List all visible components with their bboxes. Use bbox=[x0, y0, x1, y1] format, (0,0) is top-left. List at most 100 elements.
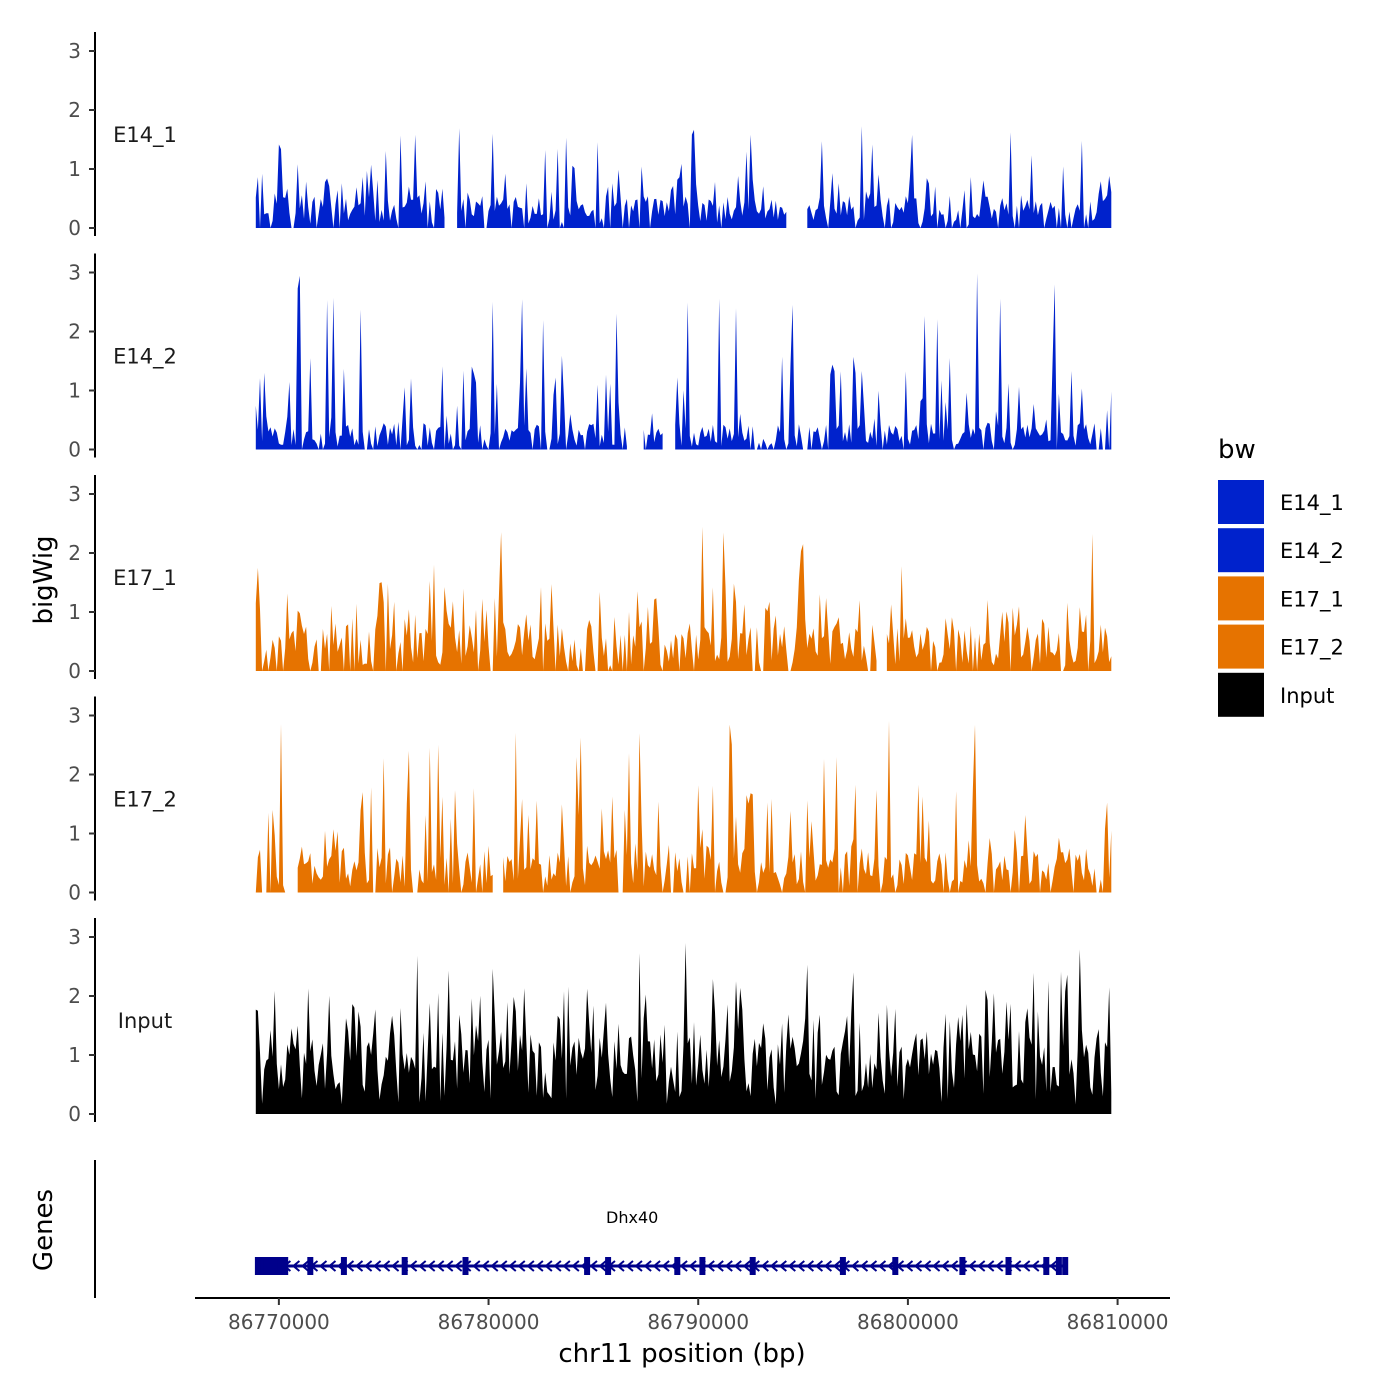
y-tick-label: 2 bbox=[68, 763, 81, 787]
y-tick-label: 2 bbox=[68, 984, 81, 1008]
strand-arrow bbox=[706, 1260, 715, 1272]
strand-arrow bbox=[291, 1260, 301, 1272]
strand-arrow bbox=[823, 1260, 833, 1272]
x-tick-label: 86770000 bbox=[228, 1310, 330, 1334]
strand-arrow bbox=[986, 1260, 995, 1272]
strand-arrow bbox=[454, 1260, 463, 1272]
legend-key-E14_1 bbox=[1218, 480, 1264, 524]
track-label-E17_1: E17_1 bbox=[113, 566, 177, 591]
gene-exon bbox=[699, 1257, 706, 1275]
gene-exon bbox=[892, 1257, 899, 1275]
gene-exon bbox=[401, 1257, 408, 1275]
y-tick-label: 0 bbox=[68, 881, 81, 905]
gene-exon bbox=[959, 1257, 966, 1275]
signal-area-Input bbox=[255, 943, 1112, 1114]
legend-key-E17_2 bbox=[1218, 624, 1264, 669]
strand-arrow bbox=[354, 1260, 364, 1272]
gene-exon bbox=[839, 1257, 846, 1275]
strand-arrow bbox=[526, 1260, 535, 1272]
strand-arrow bbox=[913, 1260, 923, 1272]
strand-arrow bbox=[661, 1260, 670, 1272]
strand-arrow bbox=[932, 1260, 941, 1272]
strand-arrow bbox=[318, 1260, 328, 1272]
strand-arrow bbox=[814, 1260, 824, 1272]
track-label-E17_2: E17_2 bbox=[113, 788, 177, 813]
legend-label-E17_2: E17_2 bbox=[1280, 636, 1344, 661]
strand-arrow bbox=[832, 1260, 842, 1272]
y-tick-label: 1 bbox=[68, 822, 81, 846]
strand-arrow bbox=[742, 1260, 751, 1272]
legend-key-Input bbox=[1218, 672, 1264, 717]
track-Input: 0 1 2 3 Input bbox=[68, 918, 1112, 1126]
gene-exon bbox=[254, 1257, 261, 1275]
strand-arrow bbox=[643, 1260, 652, 1272]
signal-area-E14_2 bbox=[255, 273, 1112, 450]
legend-label-E14_1: E14_1 bbox=[1280, 491, 1344, 516]
y-tick-label: 0 bbox=[68, 659, 81, 683]
y-tick-label: 3 bbox=[68, 704, 81, 728]
strand-arrow bbox=[436, 1260, 445, 1272]
strand-arrow bbox=[535, 1260, 544, 1272]
strand-arrow bbox=[977, 1260, 986, 1272]
y-tick-label: 3 bbox=[68, 925, 81, 949]
track-E14_2: 0 1 2 3 E14_2 bbox=[68, 253, 1112, 462]
strand-arrow bbox=[868, 1260, 878, 1272]
track-label-E14_1: E14_1 bbox=[113, 123, 177, 148]
strand-arrow bbox=[562, 1260, 571, 1272]
x-axis-title: chr11 position (bp) bbox=[558, 1339, 805, 1369]
strand-arrow bbox=[499, 1260, 508, 1272]
strand-arrow bbox=[427, 1260, 436, 1272]
strand-arrow bbox=[1031, 1260, 1040, 1272]
strand-arrow bbox=[760, 1260, 769, 1272]
strand-arrow bbox=[859, 1260, 869, 1272]
strand-arrow bbox=[382, 1260, 391, 1272]
strand-arrow bbox=[364, 1260, 373, 1272]
y-tick-label: 1 bbox=[68, 600, 81, 624]
y-tick-label: 1 bbox=[68, 157, 81, 181]
y-tick-label: 2 bbox=[68, 541, 81, 565]
gene-exon bbox=[749, 1257, 756, 1275]
strand-arrow bbox=[724, 1260, 733, 1272]
strand-arrow bbox=[769, 1260, 778, 1272]
track-label-E14_2: E14_2 bbox=[113, 345, 177, 370]
x-tick-label: 86790000 bbox=[647, 1310, 749, 1334]
y-tick-label: 1 bbox=[68, 1043, 81, 1067]
signal-area-E17_2 bbox=[255, 720, 1112, 893]
x-tick-label: 86810000 bbox=[1067, 1310, 1169, 1334]
strand-arrow bbox=[634, 1260, 643, 1272]
track-label-Input: Input bbox=[118, 1009, 172, 1033]
strand-arrow bbox=[877, 1260, 887, 1272]
strand-arrow bbox=[850, 1260, 860, 1272]
y-axis-title: bigWig bbox=[29, 535, 59, 624]
strand-arrow bbox=[598, 1260, 607, 1272]
gene-exon bbox=[1055, 1257, 1062, 1275]
legend-key-E17_1 bbox=[1218, 576, 1264, 621]
gene-exon bbox=[271, 1257, 278, 1275]
strand-arrow bbox=[373, 1260, 382, 1272]
strand-arrow bbox=[490, 1260, 499, 1272]
y-tick-label: 3 bbox=[68, 261, 81, 285]
strand-arrow bbox=[517, 1260, 526, 1272]
y-tick-label: 2 bbox=[68, 320, 81, 344]
gene-exon bbox=[1043, 1257, 1050, 1275]
strand-arrow bbox=[445, 1260, 454, 1272]
strand-arrow bbox=[950, 1260, 959, 1272]
strand-arrow bbox=[995, 1260, 1004, 1272]
signal-area-E17_1 bbox=[255, 526, 1112, 671]
strand-arrow bbox=[481, 1260, 490, 1272]
gene-exon bbox=[674, 1257, 681, 1275]
track-E14_1: 0 1 2 3 E14_1 bbox=[68, 32, 1112, 240]
strand-arrow bbox=[327, 1260, 337, 1272]
y-tick-label: 3 bbox=[68, 39, 81, 63]
strand-arrow bbox=[796, 1260, 805, 1272]
strand-arrow bbox=[409, 1260, 418, 1272]
gene-exon bbox=[584, 1257, 591, 1275]
strand-arrow bbox=[923, 1260, 932, 1272]
x-axis: 86770000 86780000 86790000 86800000 86810000 bbox=[195, 1297, 1170, 1334]
strand-arrow bbox=[715, 1260, 724, 1272]
legend-label-E14_2: E14_2 bbox=[1280, 539, 1344, 564]
strand-arrow bbox=[391, 1260, 400, 1272]
strand-arrow bbox=[589, 1260, 598, 1272]
strand-arrow bbox=[1049, 1260, 1058, 1272]
strand-arrow bbox=[787, 1260, 796, 1272]
